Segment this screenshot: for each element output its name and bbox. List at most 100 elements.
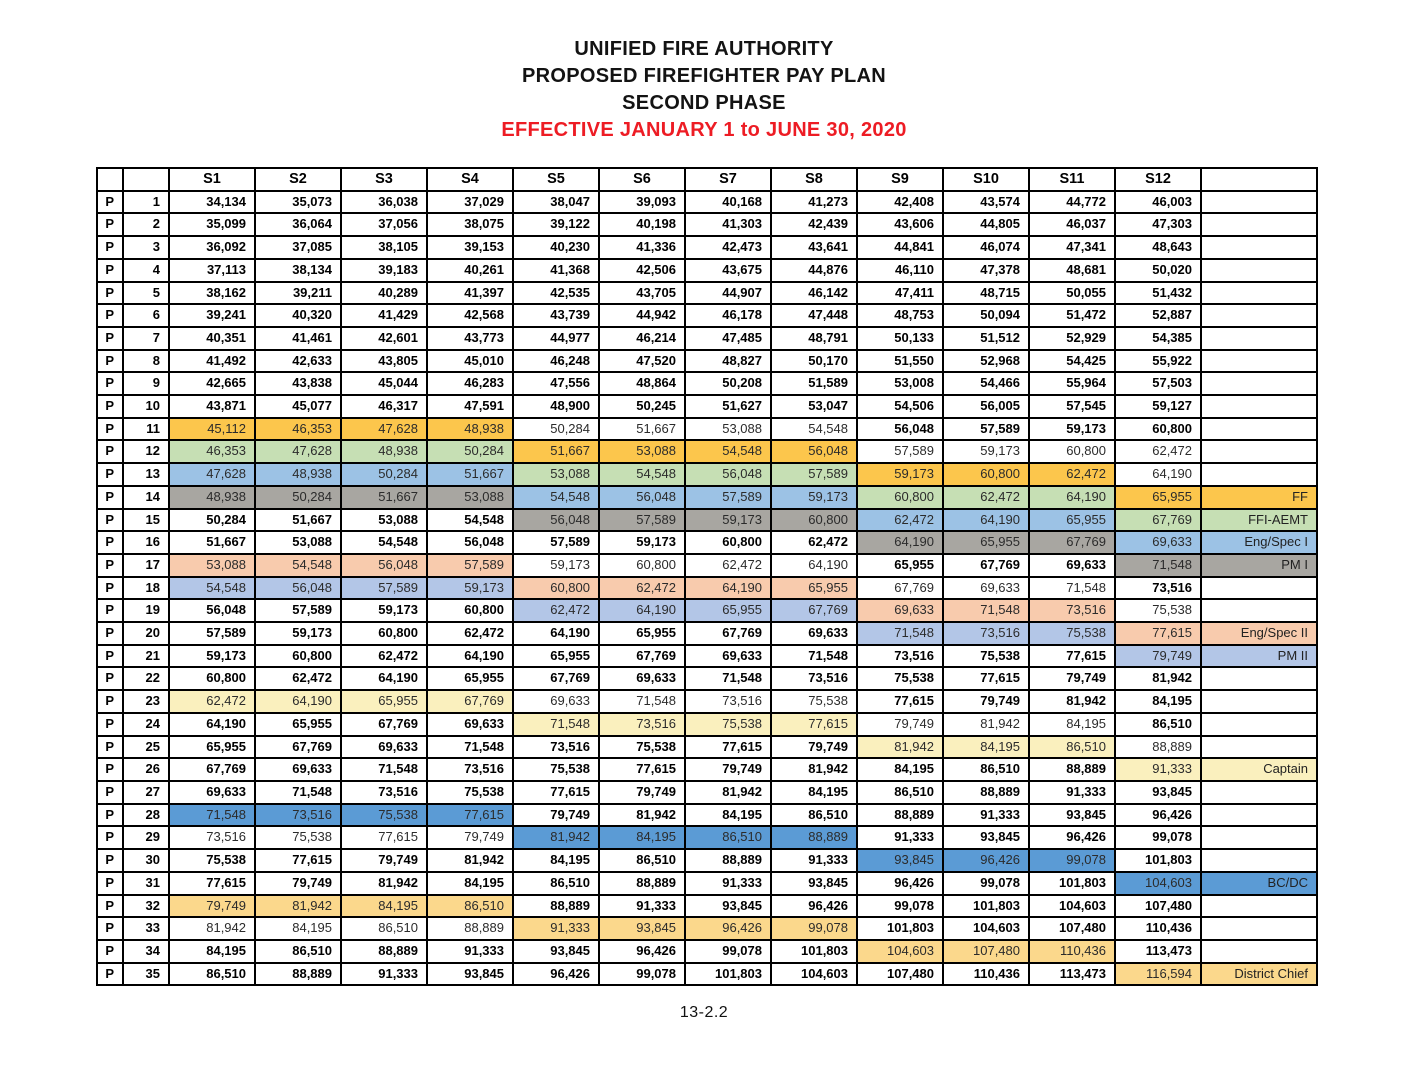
pay-cell: 38,047 — [512, 189, 600, 215]
row-grade-letter: P — [96, 598, 124, 624]
pay-cell: 75,538 — [598, 734, 686, 760]
pay-cell: 57,589 — [684, 484, 772, 510]
row-grade-letter: P — [96, 916, 124, 941]
pay-cell: 84,195 — [1114, 689, 1202, 714]
pay-cell: 60,800 — [684, 530, 772, 555]
pay-cell: 60,800 — [426, 598, 514, 624]
row-step-number: 24 — [122, 711, 170, 737]
pay-cell: 44,805 — [942, 212, 1030, 238]
pay-cell: 91,333 — [1114, 757, 1202, 782]
row-step-number: 13 — [122, 462, 170, 487]
pay-cell: 65,955 — [254, 711, 342, 737]
rank-band-label-empty — [1200, 303, 1318, 328]
pay-cell: 53,088 — [512, 462, 600, 487]
pay-row-3: P 3 36,092 37,085 38,105 39,153 40,230 41,336 42… — [96, 235, 1318, 260]
pay-cell: 59,173 — [598, 530, 686, 555]
pay-cell: 77,615 — [1114, 621, 1202, 646]
pay-cell: 47,556 — [512, 371, 600, 397]
pay-row-21: P 21 59,173 60,800 62,472 64,190 65,955 67,769 6… — [96, 643, 1318, 669]
pay-cell: 84,195 — [1028, 711, 1116, 737]
pay-cell: 48,827 — [684, 348, 772, 374]
pay-cell: 54,548 — [684, 439, 772, 465]
pay-cell: 67,769 — [1114, 507, 1202, 533]
row-step-number: 31 — [122, 870, 170, 896]
rank-band-label: Eng/Spec II — [1200, 621, 1318, 646]
row-step-number: 11 — [122, 416, 170, 442]
row-grade-letter: P — [96, 848, 124, 873]
pay-cell: 48,753 — [856, 303, 944, 328]
pay-row-31: P 31 77,615 79,749 81,942 84,195 86,510 88,889 9… — [96, 870, 1318, 896]
pay-cell: 48,643 — [1114, 235, 1202, 260]
row-step-number: 27 — [122, 779, 170, 805]
pay-cell: 43,574 — [942, 189, 1030, 215]
rank-band-label: PM I — [1200, 552, 1318, 578]
pay-cell: 59,173 — [512, 552, 600, 578]
pay-cell: 96,426 — [942, 848, 1030, 873]
pay-cell: 56,048 — [254, 575, 342, 601]
pay-cell: 57,589 — [254, 598, 342, 624]
row-step-number: 22 — [122, 666, 170, 692]
page-number: 13-2.2 — [679, 1004, 729, 1021]
pay-cell: 88,889 — [426, 916, 514, 941]
pay-cell: 77,615 — [168, 870, 256, 896]
pay-row-1: P 1 34,134 35,073 36,038 37,029 38,047 39,093 40… — [96, 189, 1318, 215]
pay-cell: 65,955 — [770, 575, 858, 601]
rank-band-label-empty — [1200, 666, 1318, 692]
pay-cell: 86,510 — [426, 893, 514, 919]
pay-cell: 41,303 — [684, 212, 772, 238]
rank-band-label-empty — [1200, 348, 1318, 374]
pay-cell: 50,284 — [168, 507, 256, 533]
pay-cell: 38,075 — [426, 212, 514, 238]
pay-cell: 73,516 — [168, 825, 256, 851]
pay-cell: 51,667 — [254, 507, 342, 533]
pay-cell: 42,506 — [598, 257, 686, 283]
pay-cell: 62,472 — [340, 643, 428, 669]
pay-cell: 67,769 — [340, 711, 428, 737]
pay-cell: 43,739 — [512, 303, 600, 328]
pay-cell: 62,472 — [1028, 462, 1116, 487]
pay-cell: 62,472 — [168, 689, 256, 714]
pay-row-14: P 14 48,938 50,284 51,667 53,088 54,548 56,048 5… — [96, 484, 1318, 510]
pay-cell: 71,548 — [856, 621, 944, 646]
row-grade-letter: P — [96, 870, 124, 896]
pay-cell: 57,589 — [512, 530, 600, 555]
pay-cell: 65,955 — [1028, 507, 1116, 533]
pay-cell: 62,472 — [942, 484, 1030, 510]
pay-cell: 34,134 — [168, 189, 256, 215]
row-grade-letter: P — [96, 666, 124, 692]
rank-band-label: Captain — [1200, 757, 1318, 782]
pay-cell: 91,333 — [856, 825, 944, 851]
column-header-s11: S11 — [1028, 167, 1116, 192]
pay-row-18: P 18 54,548 56,048 57,589 59,173 60,800 62,472 6… — [96, 575, 1318, 601]
pay-row-11: P 11 45,112 46,353 47,628 48,938 50,284 51,667 5… — [96, 416, 1318, 442]
pay-cell: 65,955 — [942, 530, 1030, 555]
pay-cell: 65,955 — [340, 689, 428, 714]
pay-cell: 48,864 — [598, 371, 686, 397]
pay-cell: 67,769 — [512, 666, 600, 692]
rank-band-label-empty — [1200, 325, 1318, 351]
row-grade-letter: P — [96, 802, 124, 828]
pay-cell: 71,548 — [1114, 552, 1202, 578]
pay-cell: 88,889 — [340, 938, 428, 964]
pay-cell: 62,472 — [770, 530, 858, 555]
pay-cell: 47,628 — [168, 462, 256, 487]
row-step-number: 18 — [122, 575, 170, 601]
pay-cell: 88,889 — [770, 825, 858, 851]
pay-cell: 73,516 — [770, 666, 858, 692]
pay-cell: 84,195 — [598, 825, 686, 851]
pay-cell: 54,548 — [426, 507, 514, 533]
rank-band-label: District Chief — [1200, 961, 1318, 987]
column-header-s6: S6 — [598, 167, 686, 192]
row-step-number: 9 — [122, 371, 170, 397]
row-grade-letter: P — [96, 779, 124, 805]
pay-cell: 81,942 — [856, 734, 944, 760]
pay-cell: 57,589 — [770, 462, 858, 487]
pay-cell: 47,303 — [1114, 212, 1202, 238]
pay-cell: 47,628 — [254, 439, 342, 465]
column-header-s8: S8 — [770, 167, 858, 192]
pay-cell: 55,922 — [1114, 348, 1202, 374]
row-grade-letter: P — [96, 212, 124, 238]
pay-cell: 54,548 — [340, 530, 428, 555]
pay-cell: 79,749 — [684, 757, 772, 782]
pay-cell: 43,805 — [340, 348, 428, 374]
